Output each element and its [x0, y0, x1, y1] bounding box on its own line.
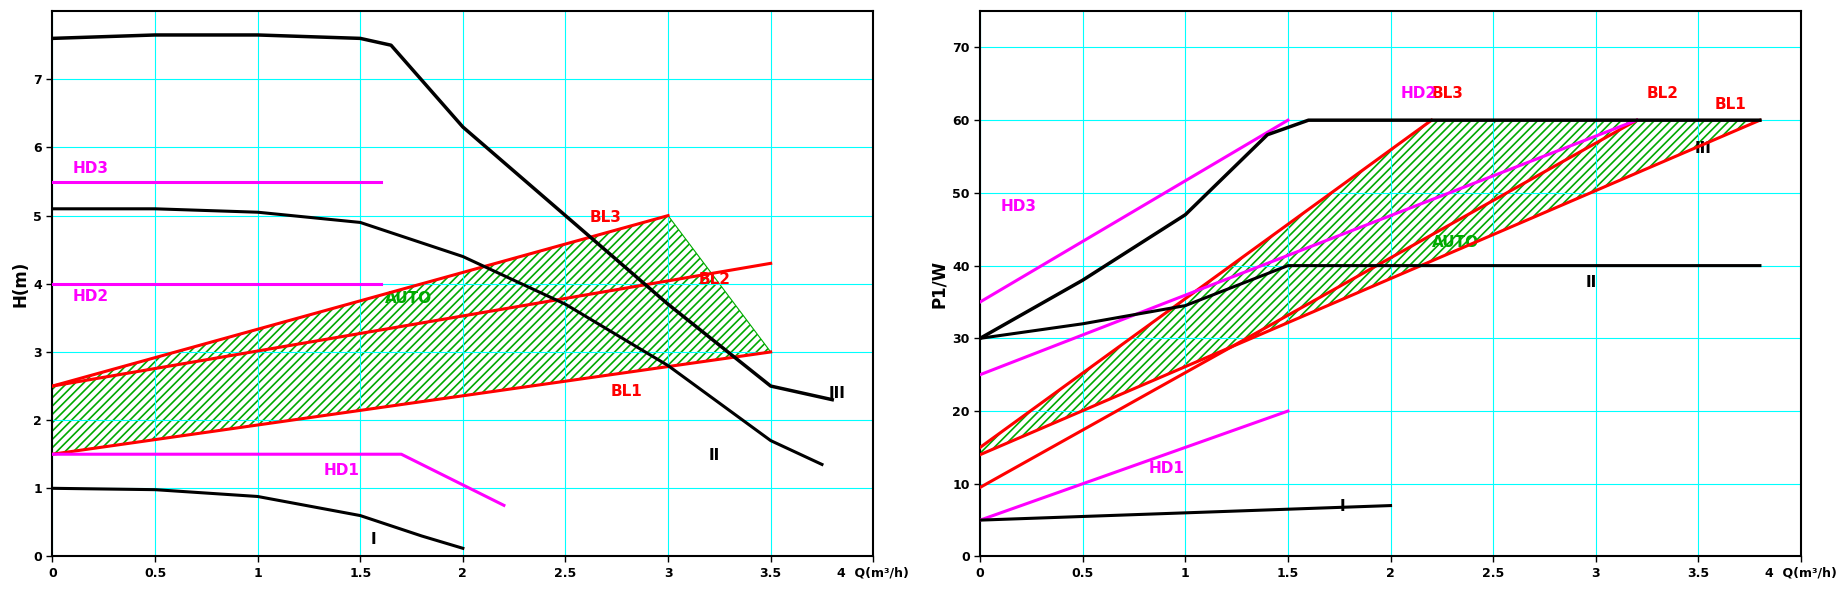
Text: I: I — [370, 532, 377, 547]
Text: HD3: HD3 — [1000, 199, 1037, 214]
Text: I: I — [1340, 499, 1345, 514]
Polygon shape — [979, 120, 1759, 454]
Text: HD2: HD2 — [72, 289, 109, 304]
Text: AUTO: AUTO — [384, 291, 432, 306]
Text: AUTO: AUTO — [1432, 235, 1478, 251]
Text: II: II — [1586, 275, 1597, 290]
Text: II: II — [710, 447, 721, 463]
Text: III: III — [828, 387, 845, 401]
Text: III: III — [1695, 141, 1711, 156]
Polygon shape — [52, 216, 771, 454]
Text: HD1: HD1 — [323, 463, 359, 478]
Text: HD2: HD2 — [1401, 86, 1438, 102]
Text: BL3: BL3 — [1432, 86, 1464, 102]
Text: BL3: BL3 — [590, 210, 623, 225]
Text: BL1: BL1 — [1715, 98, 1746, 112]
Y-axis label: P1/W: P1/W — [930, 259, 948, 308]
Text: HD1: HD1 — [1148, 461, 1185, 476]
Text: BL1: BL1 — [610, 384, 643, 400]
Text: BL2: BL2 — [1647, 86, 1680, 102]
Y-axis label: H(m): H(m) — [11, 261, 30, 307]
Text: BL2: BL2 — [699, 272, 730, 287]
Text: HD3: HD3 — [72, 161, 109, 176]
